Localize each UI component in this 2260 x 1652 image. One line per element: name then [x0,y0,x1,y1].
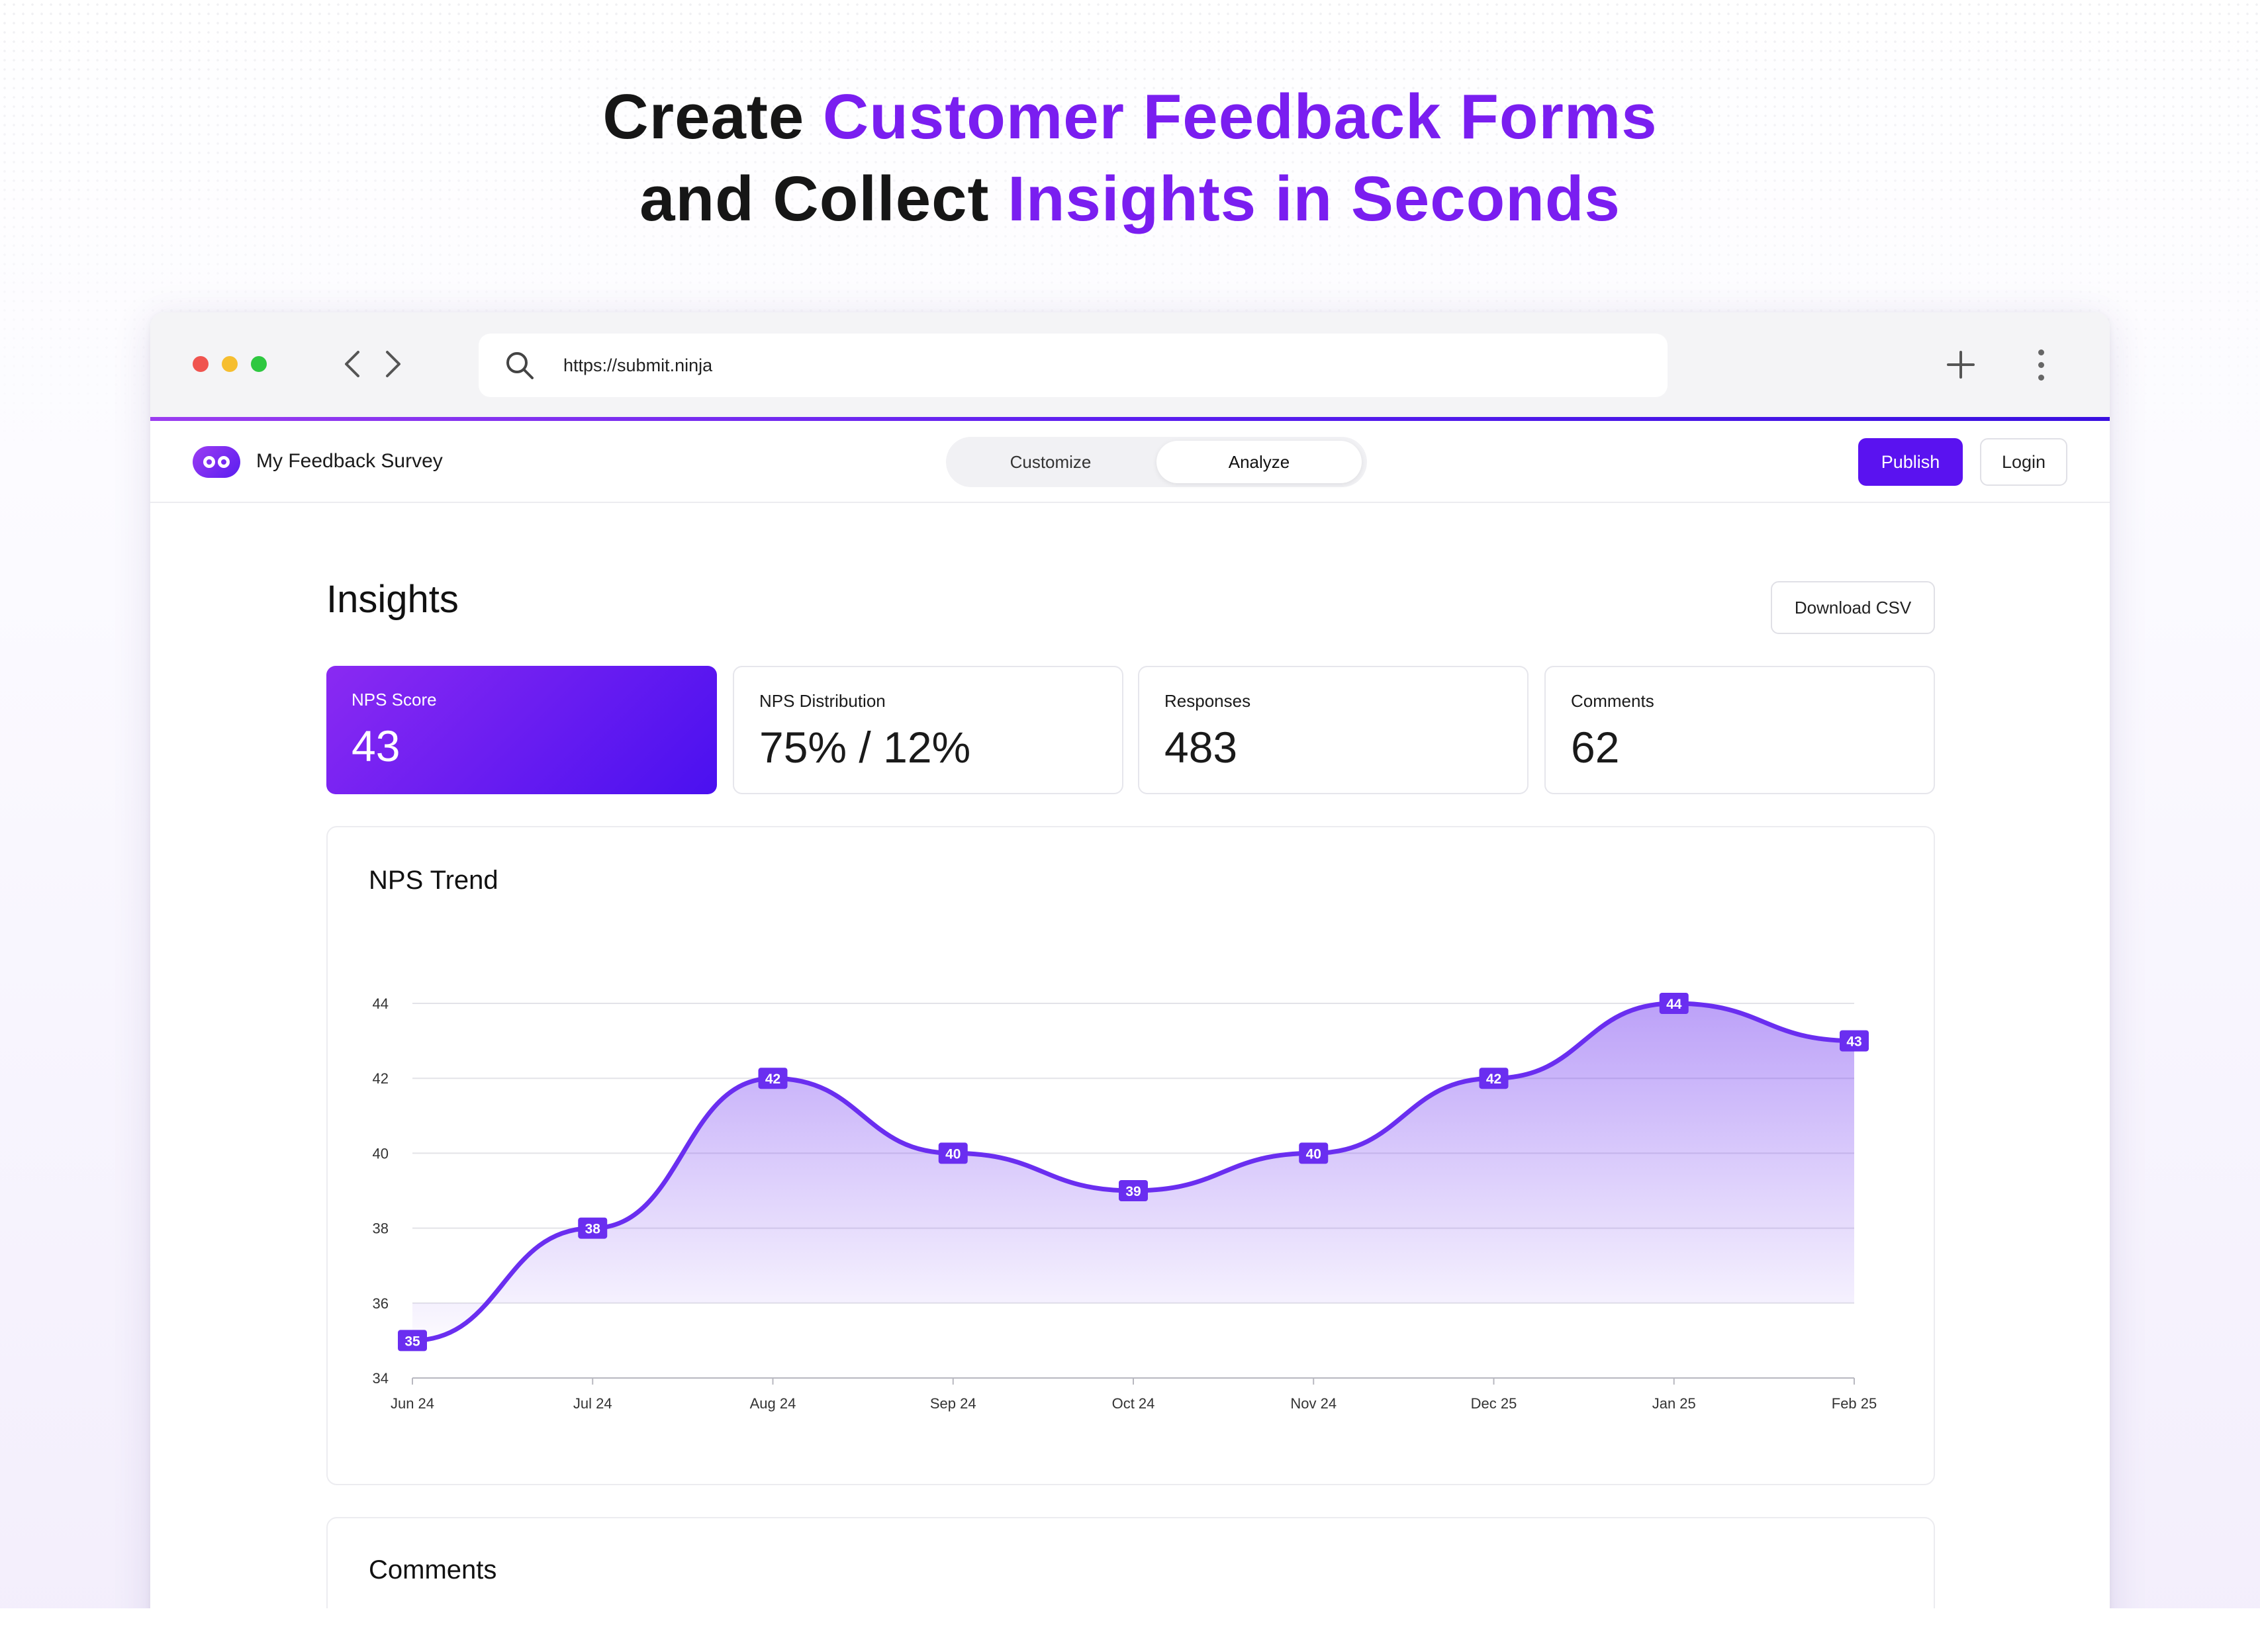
dot-icon [2038,361,2044,368]
new-tab-button[interactable] [1938,342,1984,388]
y-tick-label: 40 [373,1145,389,1162]
more-menu-button[interactable] [2028,342,2054,388]
comments-title: Comments [369,1555,497,1584]
x-tick-label: Aug 24 [750,1395,796,1412]
nps-trend-chart: 34 36 38 40 42 44 Jun 24 Jul 24 Aug 24 Sep 24 Oct … [373,993,1877,1412]
data-point-marker [938,1142,968,1164]
page-title: Insights [326,578,459,621]
data-label: 35 [404,1334,420,1349]
y-tick-label: 42 [373,1070,389,1087]
x-tick-label: Jan 25 [1652,1395,1696,1412]
dot-icon [2038,349,2044,355]
survey-title: My Feedback Survey [256,450,443,472]
y-tick-label: 34 [373,1370,389,1387]
url-text: https://submit.ninja [563,355,713,375]
dot-icon [2038,374,2044,381]
stat-value: 62 [1571,723,1620,772]
data-point-marker [758,1068,788,1089]
data-label: 39 [1125,1184,1141,1199]
page-progress-bar [150,417,2110,421]
data-label: 40 [1306,1146,1321,1162]
login-button[interactable]: Login [1980,438,2067,486]
download-csv-button[interactable]: Download CSV [1771,581,1935,634]
data-point-marker [1659,993,1689,1014]
data-point-marker [1299,1142,1329,1164]
data-point-marker [398,1330,427,1352]
search-icon [502,348,537,383]
data-label: 38 [585,1222,601,1237]
tab-customize[interactable]: Customize [1010,451,1092,472]
plus-icon [1947,351,1975,379]
x-tick-label: Oct 24 [1112,1395,1155,1412]
y-tick-label: 38 [373,1220,389,1237]
x-tick-label: Dec 25 [1471,1395,1517,1412]
stat-card-nps-distribution: NPS Distribution 75% / 12% [733,666,1123,794]
data-label: 43 [1846,1034,1861,1050]
mode-switcher: Customize Analyze [946,437,1367,487]
data-label: 40 [945,1146,961,1162]
chart-title: NPS Trend [369,866,498,895]
data-point-marker [1119,1180,1148,1201]
stat-label: NPS Score [352,690,437,710]
x-tick-label: Nov 24 [1290,1395,1337,1412]
stat-label: NPS Distribution [759,691,886,711]
headline-line-2: and Collect Insights in Seconds [639,163,1621,234]
page-bottom-band [0,1608,2260,1652]
hero-headline: Create Customer Feedback Forms and Colle… [0,76,2260,240]
nps-trend-card: NPS Trend 34 36 38 40 42 44 Jun 24 Jul 24 Aug 24… [326,826,1935,1485]
stat-value: 483 [1164,723,1238,772]
series-area [412,1003,1854,1341]
publish-button[interactable]: Publish [1858,438,1963,486]
forward-button[interactable] [377,345,410,383]
data-point-marker [578,1217,608,1239]
browser-toolbar: https://submit.ninja [150,312,2110,418]
tab-analyze[interactable]: Analyze [1156,441,1362,483]
headline-line-1: Create Customer Feedback Forms [602,81,1658,152]
browser-window: https://submit.ninja My Feedback Survey … [150,312,2110,1652]
stat-value: 75% / 12% [759,723,971,772]
data-point-marker [1840,1030,1869,1052]
x-tick-label: Jun 24 [391,1395,434,1412]
maximize-window-button[interactable] [251,356,267,372]
x-tick-label: Sep 24 [930,1395,976,1412]
stat-label: Comments [1571,691,1654,711]
stat-card-comments: Comments 62 [1544,666,1935,794]
app-header: My Feedback Survey Customize Analyze Pub… [150,421,2110,503]
app-logo-icon[interactable] [193,446,240,478]
data-label: 42 [765,1072,780,1087]
chevron-left-icon [345,351,359,377]
chevron-right-icon [386,351,400,377]
stat-card-nps-score: NPS Score 43 [326,666,717,794]
stat-card-responses: Responses 483 [1138,666,1529,794]
back-button[interactable] [336,345,369,383]
x-tick-label: Feb 25 [1832,1395,1877,1412]
close-window-button[interactable] [193,356,209,372]
stat-label: Responses [1164,691,1251,711]
data-label: 44 [1666,997,1682,1012]
y-tick-label: 36 [373,1295,389,1312]
y-tick-label: 44 [373,995,389,1012]
stat-value: 43 [352,721,400,770]
data-point-marker [1479,1068,1509,1089]
data-label: 42 [1486,1072,1501,1087]
series-line [410,1001,1857,1343]
address-bar[interactable]: https://submit.ninja [479,334,1668,397]
minimize-window-button[interactable] [222,356,238,372]
x-tick-label: Jul 24 [573,1395,612,1412]
